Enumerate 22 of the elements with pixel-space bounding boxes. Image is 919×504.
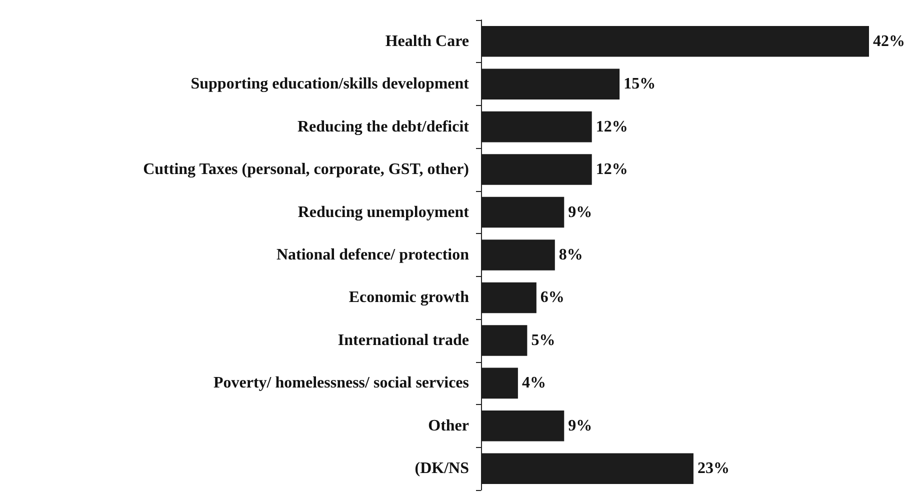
data-label: 9% <box>568 417 592 434</box>
data-label: 15% <box>624 76 656 93</box>
data-label: 9% <box>568 204 592 221</box>
data-label: 42% <box>873 32 905 50</box>
y-tick-label: Reducing the debt/deficit <box>297 118 470 136</box>
y-tick-label: Supporting education/skills development <box>190 76 470 93</box>
y-tick-label: Other <box>428 417 469 434</box>
y-tick-label: (DK/NS <box>414 460 470 478</box>
y-tick-label: Health Care <box>385 32 469 50</box>
y-tick-label: International trade <box>338 332 469 349</box>
y-tick-label: Cutting Taxes (personal, corporate, GST, other) <box>143 161 469 178</box>
data-label: 4% <box>522 374 546 392</box>
y-tick-label: Poverty/ homelessness/ social services <box>214 374 469 392</box>
data-label: 12% <box>596 161 628 178</box>
data-label: 5% <box>531 332 556 349</box>
y-tick-label: Economic growth <box>348 289 470 306</box>
data-label: 6% <box>540 289 564 306</box>
y-tick-label: National defence/ protection <box>276 246 470 264</box>
data-label: 8% <box>558 246 583 264</box>
data-label: 23% <box>697 460 730 478</box>
y-tick-label: Reducing unemployment <box>298 204 470 221</box>
data-label: 12% <box>596 118 628 136</box>
